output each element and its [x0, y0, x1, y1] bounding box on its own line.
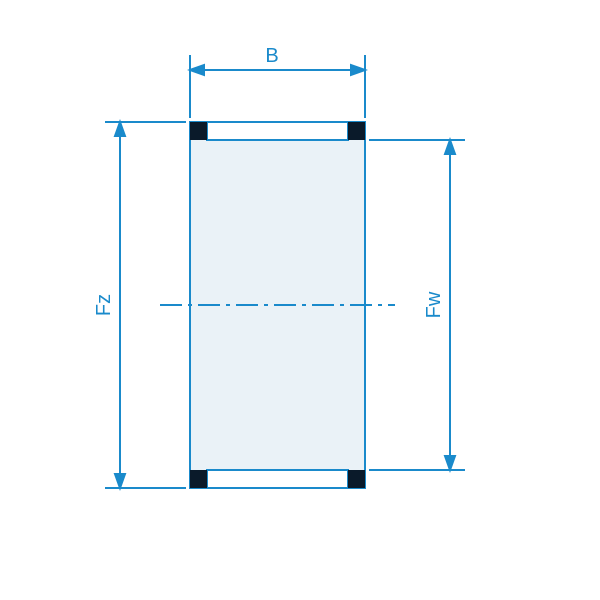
corner-tl: [190, 122, 207, 140]
bearing-diagram: B Fz Fw: [0, 0, 600, 600]
corner-tr: [348, 122, 365, 140]
label-Fz: Fz: [93, 294, 115, 316]
corner-bl: [190, 470, 207, 488]
label-Fw: Fw: [423, 291, 445, 318]
top-roller: [207, 122, 348, 140]
corner-br: [348, 470, 365, 488]
label-B: B: [265, 45, 278, 67]
bottom-roller: [207, 470, 348, 488]
